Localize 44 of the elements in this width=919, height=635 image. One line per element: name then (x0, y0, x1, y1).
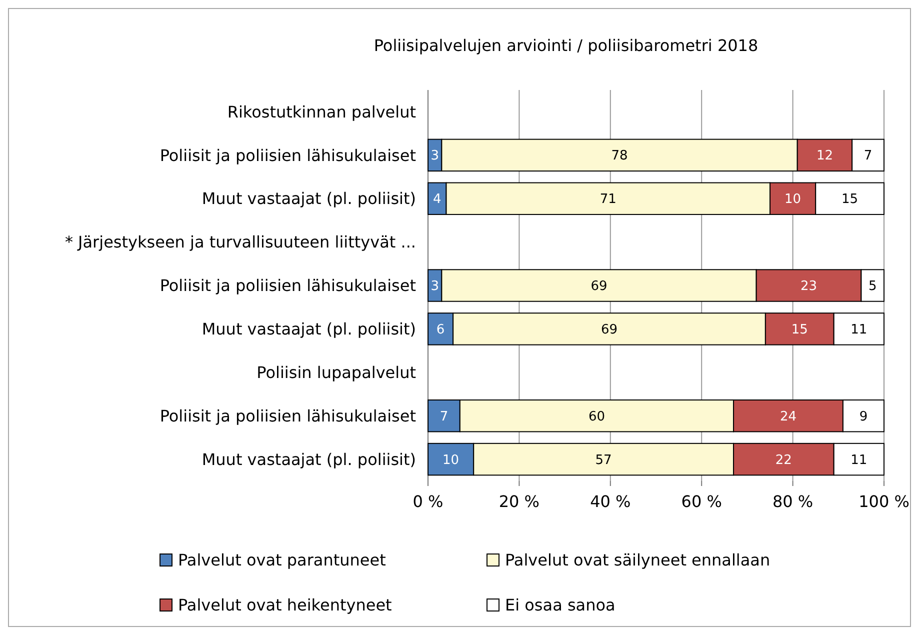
data-label: 69 (600, 322, 618, 338)
data-label: 10 (784, 192, 802, 208)
x-tick-label: 60 % (681, 492, 722, 511)
x-tick-label: 40 % (590, 492, 631, 511)
data-label: 10 (442, 452, 460, 468)
y-tick-label: Muut vastaajat (pl. poliisit) (202, 320, 416, 339)
data-label: 57 (595, 452, 612, 468)
data-label: 7 (864, 148, 872, 164)
data-label: 5 (868, 279, 877, 294)
legend-label: Ei osaa sanoa (505, 596, 616, 615)
data-label: 9 (859, 409, 868, 424)
y-tick-label: Poliisit ja poliisien lähisukulaiset (160, 276, 416, 296)
data-label: 4 (432, 192, 442, 208)
data-label: 60 (588, 409, 605, 424)
x-tick-label: 0 % (412, 492, 444, 511)
data-label: 12 (816, 148, 833, 164)
data-label: 71 (600, 192, 616, 208)
x-tick-label: 100 % (858, 492, 910, 511)
y-tick-label: Rikostutkinnan palvelut (227, 102, 416, 122)
y-tick-label: Poliisit ja poliisien lähisukulaiset (160, 146, 416, 165)
y-tick-label: Poliisit ja poliisien lähisukulaiset (160, 406, 416, 426)
data-label: 6 (436, 322, 445, 338)
y-tick-label: * Järjestykseen ja turvallisuuteen liittyvät ... (64, 232, 416, 252)
x-tick-label: 80 % (772, 492, 814, 511)
data-label: 11 (850, 452, 868, 468)
legend-label: Palvelut ovat säilyneet ennallaan (505, 550, 770, 570)
data-label: 3 (430, 279, 439, 294)
legend-label: Palvelut ovat parantuneet (178, 550, 386, 570)
data-label: 7 (440, 409, 448, 424)
data-label: 15 (842, 192, 858, 208)
chart-title: Poliisipalvelujen arviointi / poliisibarometri 2018 (374, 36, 758, 55)
y-tick-label: Muut vastaajat (pl. poliisit) (202, 450, 416, 469)
y-tick-label: Poliisin lupapalvelut (256, 362, 416, 382)
y-tick-label: Muut vastaajat (pl. poliisit) (202, 189, 416, 208)
data-label: 11 (850, 322, 868, 338)
data-label: 23 (800, 279, 818, 294)
data-label: 15 (791, 322, 808, 338)
data-label: 3 (430, 148, 439, 164)
legend-label: Palvelut ovat heikentyneet (178, 596, 392, 615)
x-tick-label: 20 % (498, 492, 540, 511)
data-label: 78 (611, 148, 628, 164)
data-label: 69 (590, 279, 608, 294)
data-label: 24 (780, 409, 797, 424)
data-label: 22 (775, 452, 792, 468)
